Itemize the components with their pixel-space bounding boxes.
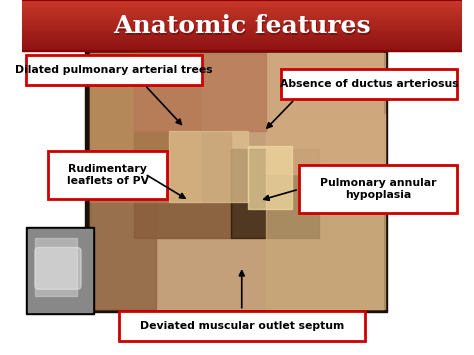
Bar <box>22 14 462 15</box>
Bar <box>90 53 383 309</box>
Bar <box>22 26 462 27</box>
Text: Dilated pulmonary arterial trees: Dilated pulmonary arterial trees <box>15 65 213 75</box>
Bar <box>22 8 462 9</box>
Bar <box>22 40 462 41</box>
Bar <box>22 22 462 23</box>
Bar <box>22 2 462 4</box>
FancyBboxPatch shape <box>118 311 365 341</box>
FancyBboxPatch shape <box>26 55 202 85</box>
Bar <box>22 31 462 32</box>
Text: Anatomic features: Anatomic features <box>113 14 371 38</box>
Bar <box>22 27 462 28</box>
Bar <box>35 238 77 296</box>
Bar <box>22 44 462 45</box>
Bar <box>22 29 462 31</box>
Bar <box>90 167 156 309</box>
Bar <box>169 131 248 202</box>
Bar <box>134 131 231 238</box>
Bar <box>22 6 462 8</box>
Bar <box>266 53 385 174</box>
Bar <box>22 45 462 47</box>
Bar <box>22 0 462 1</box>
Bar <box>22 49 462 50</box>
Bar <box>22 28 462 29</box>
Bar <box>231 149 319 238</box>
FancyBboxPatch shape <box>299 165 457 213</box>
Bar <box>26 227 94 314</box>
Bar <box>266 114 385 309</box>
Bar <box>134 53 266 131</box>
Bar <box>22 50 462 51</box>
Bar <box>22 18 462 19</box>
Bar <box>22 19 462 21</box>
Bar <box>22 37 462 39</box>
Bar <box>22 9 462 10</box>
Bar <box>248 146 292 209</box>
FancyBboxPatch shape <box>282 69 457 99</box>
Bar <box>22 32 462 33</box>
Bar <box>22 36 462 37</box>
Bar <box>85 50 387 312</box>
FancyBboxPatch shape <box>48 151 167 199</box>
Bar <box>22 5 462 6</box>
Text: Pulmonary annular
hypoplasia: Pulmonary annular hypoplasia <box>320 178 437 200</box>
Bar <box>22 48 462 49</box>
Bar <box>22 12 462 13</box>
Bar <box>28 229 92 312</box>
Bar <box>22 1 462 2</box>
Bar <box>22 33 462 35</box>
Bar <box>22 13 462 14</box>
FancyBboxPatch shape <box>35 247 81 289</box>
Bar <box>22 35 462 36</box>
Text: Absence of ductus arteriosus: Absence of ductus arteriosus <box>280 79 459 89</box>
Bar <box>22 10 462 12</box>
Bar <box>22 46 462 48</box>
Bar <box>22 24 462 26</box>
Bar <box>22 21 462 22</box>
Text: Anatomic features: Anatomic features <box>114 16 372 39</box>
Bar <box>22 4 462 5</box>
Bar <box>22 23 462 24</box>
Bar <box>22 43 462 44</box>
Bar <box>22 15 462 17</box>
Bar <box>22 39 462 40</box>
Bar <box>22 17 462 18</box>
Text: Deviated muscular outlet septum: Deviated muscular outlet septum <box>140 321 344 331</box>
Text: Rudimentary
leaflets of PV: Rudimentary leaflets of PV <box>66 164 148 186</box>
Bar <box>90 53 200 202</box>
Bar <box>22 41 462 43</box>
